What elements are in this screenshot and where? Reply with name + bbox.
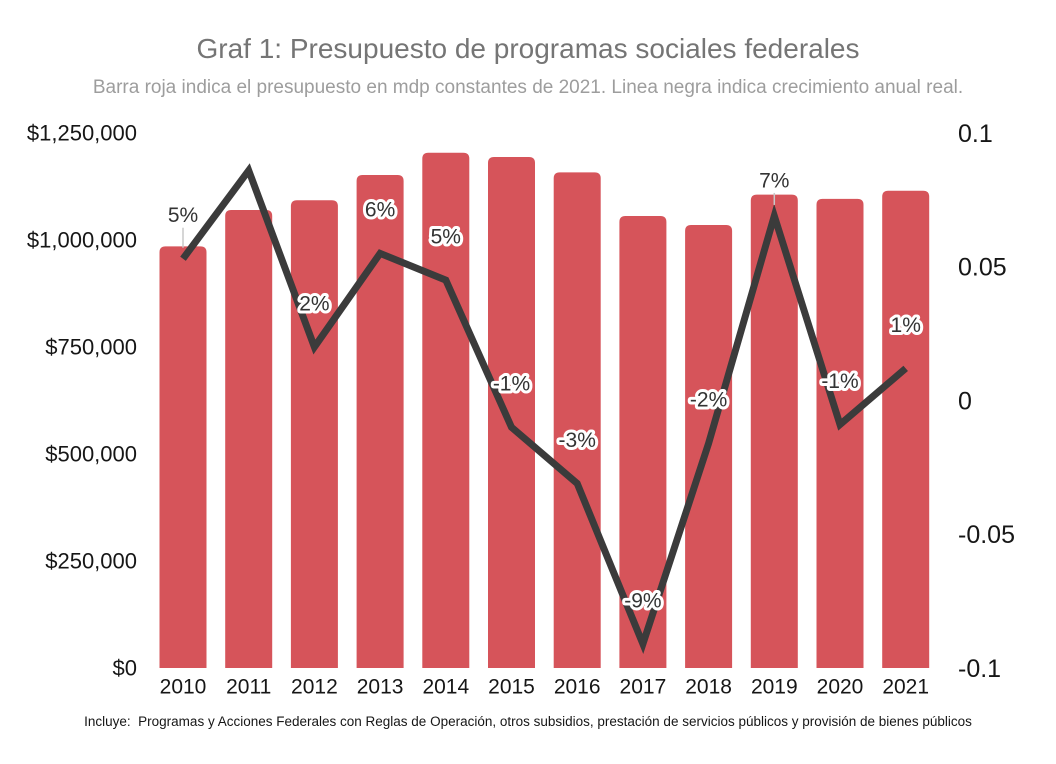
left-axis-tick: $750,000	[45, 335, 137, 360]
year-label: 2010	[160, 675, 207, 698]
bar-2019	[750, 194, 798, 668]
year-label: 2021	[882, 675, 929, 698]
left-axis-tick: $500,000	[45, 442, 137, 467]
bar-2013	[356, 174, 404, 668]
year-label: 2013	[357, 675, 404, 698]
year-label: 2018	[685, 675, 732, 698]
year-label: 2016	[554, 675, 601, 698]
year-label: 2014	[422, 675, 469, 698]
point-label-2019: 7%	[759, 169, 789, 192]
point-label-2013: 6%	[365, 199, 395, 222]
right-axis-tick: -0.1	[958, 655, 1001, 683]
year-label: 2019	[751, 675, 798, 698]
chart-title: Graf 1: Presupuesto de programas sociale…	[196, 33, 860, 64]
year-label: 2012	[291, 675, 338, 698]
year-label: 2011	[226, 675, 271, 698]
year-label: 2020	[817, 675, 864, 698]
right-axis-tick: 0.05	[958, 254, 1007, 282]
right-axis-tick: 0	[958, 387, 972, 415]
right-axis-tick: -0.05	[958, 521, 1015, 549]
year-label: 2017	[620, 675, 667, 698]
bar-2011	[225, 210, 273, 669]
point-label-2014: 5%	[431, 225, 461, 248]
point-label-2015: -1%	[493, 373, 530, 396]
chart-subtitle: Barra roja indica el presupuesto en mdp …	[92, 77, 964, 98]
point-label-2016: -3%	[559, 429, 596, 452]
bar-2017	[619, 216, 667, 669]
left-axis-tick: $1,250,000	[27, 121, 137, 146]
left-axis-tick: $0	[113, 656, 137, 681]
bar-2010	[159, 246, 207, 669]
bar-2016	[553, 172, 601, 668]
point-label-2010: 5%	[168, 204, 198, 227]
right-axis-tick: 0.1	[958, 120, 993, 148]
bar-2014	[422, 152, 470, 669]
chart-footnote: Incluye: Programas y Acciones Federales …	[84, 714, 972, 729]
left-axis-tick: $1,000,000	[27, 228, 137, 253]
bar-2012	[290, 200, 338, 669]
point-label-2012: 2%	[299, 292, 329, 315]
growth-line	[180, 163, 908, 655]
bar-2020	[816, 198, 864, 669]
point-label-2020: -1%	[821, 370, 858, 393]
bar-2015	[488, 156, 535, 668]
bar-2021	[882, 190, 930, 668]
point-label-2017: -9%	[624, 589, 661, 612]
point-label-2021: 1%	[891, 314, 921, 337]
point-label-2018: -2%	[690, 389, 727, 412]
year-label: 2015	[488, 675, 535, 698]
left-axis-tick: $250,000	[45, 549, 137, 574]
